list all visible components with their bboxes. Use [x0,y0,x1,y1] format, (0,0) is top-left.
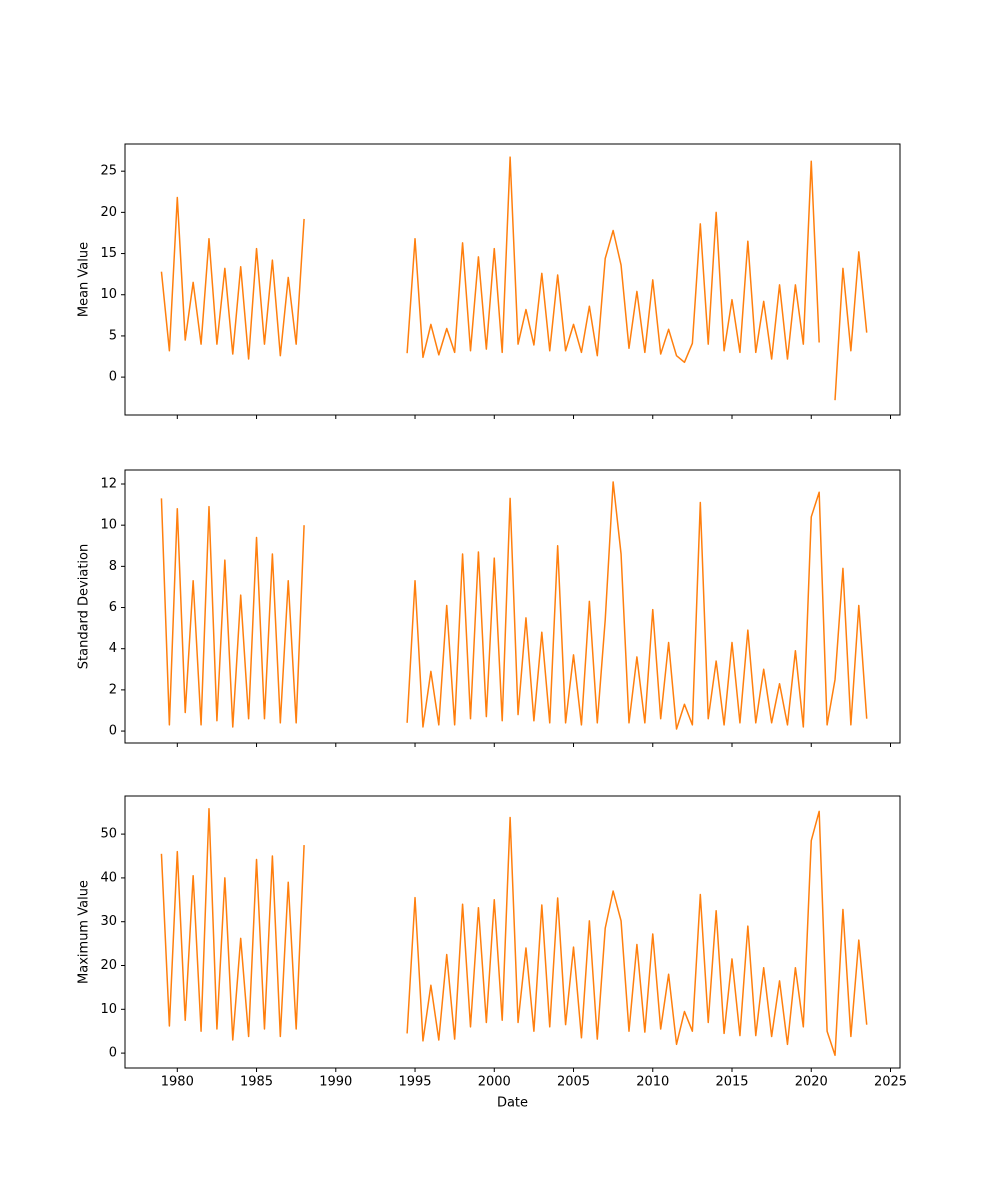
y-tick-label: 0 [109,724,117,739]
y-tick-label: 0 [109,370,117,385]
y-tick-label: 30 [100,914,117,929]
y-tick-label: 40 [100,870,117,885]
data-line [160,481,868,730]
data-line [160,807,868,1057]
y-tick-label: 2 [109,682,117,697]
x-tick-label: 1980 [161,1075,194,1090]
plot-frame [124,143,901,416]
x-tick-label: 1985 [240,1075,273,1090]
y-tick-label: 12 [100,477,117,492]
y-axis-label: Standard Deviation [77,544,92,669]
x-tick-label: 2025 [874,1075,907,1090]
x-tick-label: 2020 [795,1075,828,1090]
y-tick-label: 10 [100,1002,117,1017]
y-axis-label: Mean Value [77,242,92,317]
data-line [160,156,868,401]
x-tick-label: 2010 [636,1075,669,1090]
y-tick-label: 25 [100,164,117,179]
y-tick-label: 8 [109,559,117,574]
y-tick-label: 10 [100,287,117,302]
x-tick-label: 1990 [319,1075,352,1090]
x-axis-label: Date [497,1096,528,1111]
y-tick-label: 10 [100,518,117,533]
y-tick-label: 20 [100,205,117,220]
y-tick-label: 20 [100,958,117,973]
y-tick-label: 5 [109,328,117,343]
y-tick-label: 6 [109,600,117,615]
y-tick-label: 50 [100,827,117,842]
y-axis-label: Maximum Value [77,880,92,984]
x-tick-label: 2015 [715,1075,748,1090]
y-tick-label: 15 [100,246,117,261]
plot-frame [124,469,901,744]
plot-frame [124,795,901,1069]
y-tick-label: 0 [109,1046,117,1061]
y-tick-label: 4 [109,641,117,656]
x-tick-label: 2005 [557,1075,590,1090]
x-tick-label: 1995 [398,1075,431,1090]
x-tick-label: 2000 [478,1075,511,1090]
